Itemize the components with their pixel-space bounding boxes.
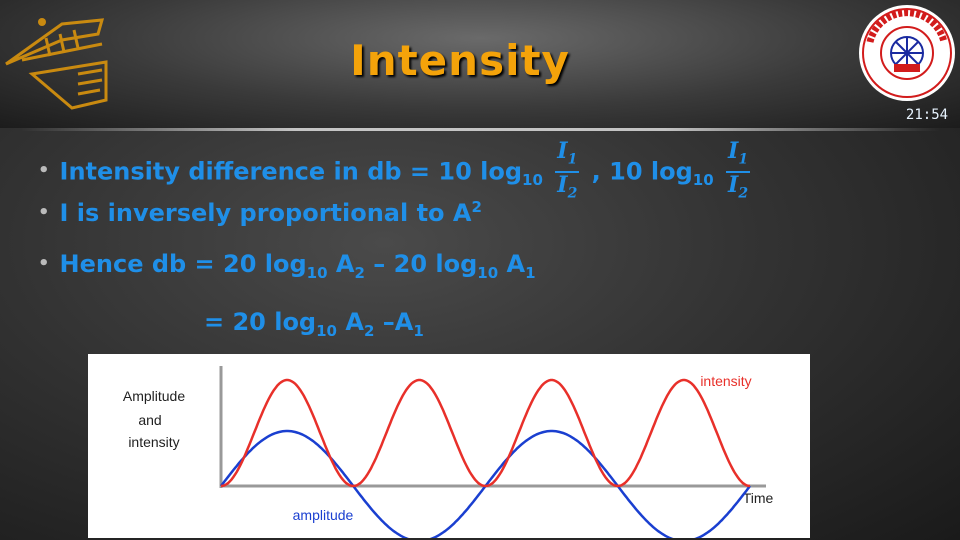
frac-den-sub: 2 xyxy=(738,185,749,202)
frac-den-sub: 2 xyxy=(567,185,578,202)
term-a-2: A xyxy=(498,250,526,278)
frac-den: I xyxy=(728,172,739,199)
bullet-dot: • xyxy=(38,253,50,274)
exponent: 2 xyxy=(471,198,482,216)
x-axis-label: Time xyxy=(743,490,774,506)
minus-term: – 20 log xyxy=(364,250,478,278)
chart-svg: Amplitude and intensity Time intensity a… xyxy=(123,366,774,538)
frac-num-sub: 1 xyxy=(567,151,578,168)
y-axis-label-line-1: Amplitude xyxy=(123,388,185,404)
term-a-2-sub: 1 xyxy=(525,263,536,282)
bullet-text: Intensity difference in db = 10 log xyxy=(59,157,523,186)
bullet-inverse-proportion: • I is inversely proportional to A2 xyxy=(38,198,482,227)
frac-num-sub: 1 xyxy=(738,151,749,168)
header-bar xyxy=(0,0,960,128)
log-base: 10 xyxy=(522,171,543,190)
bullet-text: Hence db = 20 log xyxy=(59,250,307,278)
series-lines xyxy=(220,378,751,538)
frac-num: I xyxy=(557,138,568,164)
term-a: A xyxy=(337,308,364,336)
legend-intensity: intensity xyxy=(700,373,751,389)
frac-den: I xyxy=(557,172,568,199)
slide-title: Intensity xyxy=(350,36,570,85)
bullet-intensity-difference: • Intensity difference in db = 10 log10 I… xyxy=(38,140,754,205)
indian-railways-logo-icon xyxy=(859,5,955,101)
fraction-i1-i2-second: I1 I2 xyxy=(726,138,751,205)
header-divider xyxy=(20,128,940,131)
log-base-2: 10 xyxy=(477,263,499,282)
term-a-sub: 2 xyxy=(363,321,375,340)
term-a: A xyxy=(327,250,355,278)
intensity-series-line xyxy=(220,378,751,488)
equation-continuation: = 20 log10 A2 –A1 xyxy=(204,308,424,340)
institute-logo-icon xyxy=(5,18,108,110)
bullet-text: I is inversely proportional to A xyxy=(59,199,472,227)
fraction-i1-i2: I1 I2 xyxy=(555,138,580,205)
y-axis-label-line-3: intensity xyxy=(128,434,179,450)
equation-text: = 20 log xyxy=(204,308,317,336)
frac-num: I xyxy=(728,138,739,164)
bullet-text-sep: , 10 log xyxy=(583,157,693,186)
term-a-2-sub: 1 xyxy=(413,321,424,340)
bullet-hence-db: • Hence db = 20 log10 A2 – 20 log10 A1 xyxy=(38,250,536,282)
y-axis-label-line-2: and xyxy=(138,412,161,428)
axes xyxy=(219,366,766,488)
log-base: 10 xyxy=(316,321,337,340)
log-base-2: 10 xyxy=(692,171,714,190)
legend-amplitude: amplitude xyxy=(293,507,354,523)
clock-time: 21:54 xyxy=(905,107,949,123)
log-base: 10 xyxy=(306,263,328,282)
amplitude-intensity-chart: Amplitude and intensity Time intensity a… xyxy=(88,354,810,538)
minus-term: –A xyxy=(374,308,414,336)
bullet-dot: • xyxy=(38,160,50,182)
bullet-dot: • xyxy=(38,202,50,223)
term-a-sub: 2 xyxy=(354,263,365,282)
